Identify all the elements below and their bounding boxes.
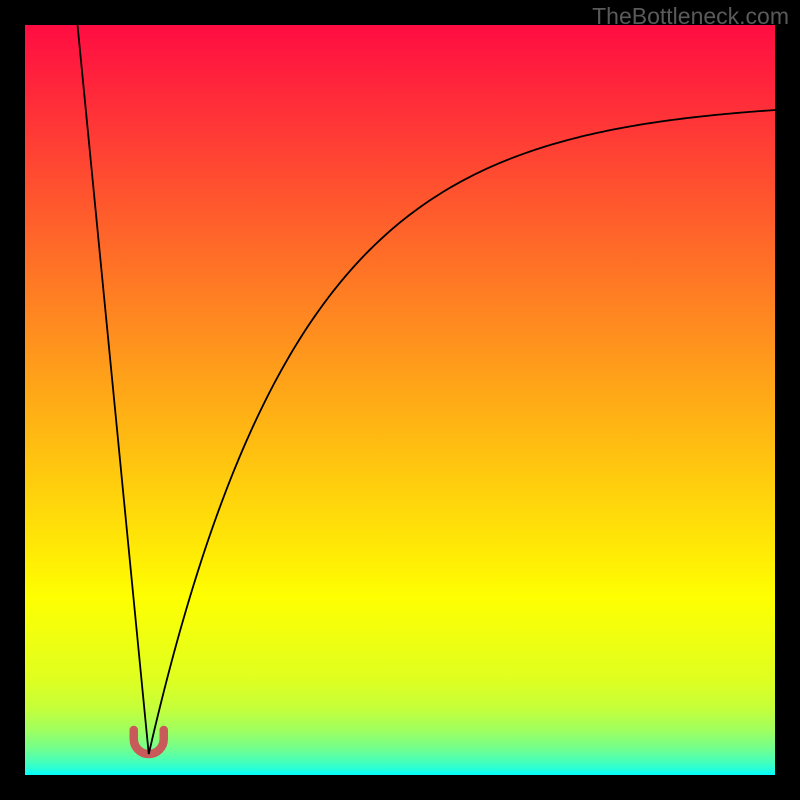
chart-frame: TheBottleneck.com	[0, 0, 800, 800]
plot-svg	[25, 25, 775, 775]
gradient-background	[25, 25, 775, 775]
plot-area	[25, 25, 775, 775]
watermark-text: TheBottleneck.com	[592, 3, 789, 30]
